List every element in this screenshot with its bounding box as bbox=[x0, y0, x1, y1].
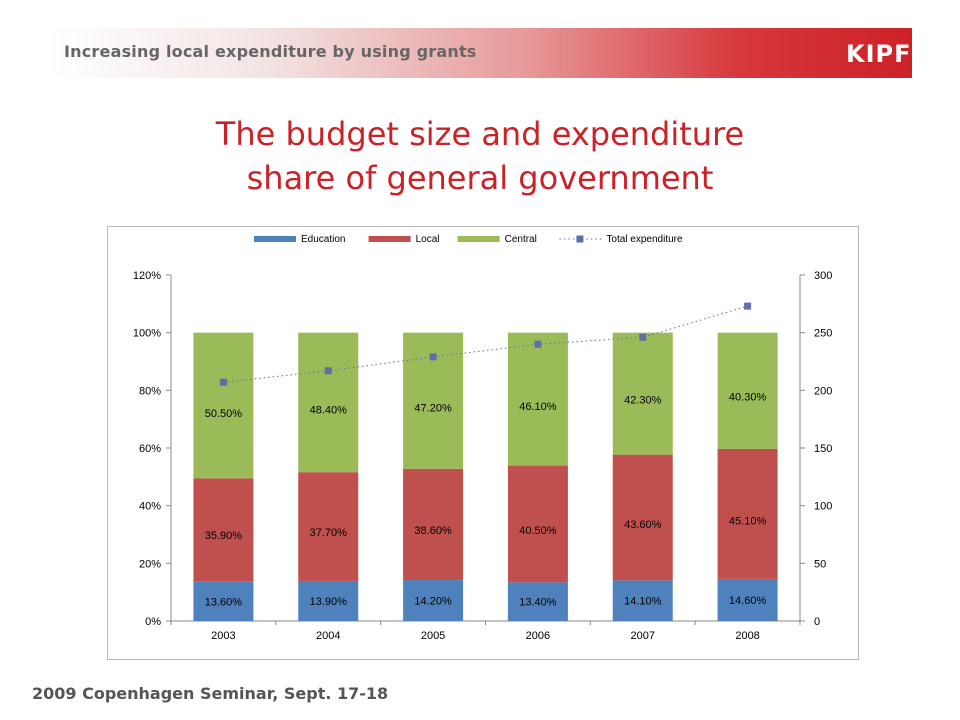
x-axis-tick-label: 2008 bbox=[735, 630, 759, 642]
footer-text: 2009 Copenhagen Seminar, Sept. 17-18 bbox=[32, 684, 389, 703]
data-label-central: 42.30% bbox=[624, 395, 662, 407]
data-label-education: 14.60% bbox=[729, 595, 767, 607]
data-label-education: 13.40% bbox=[519, 597, 557, 609]
x-axis-tick-label: 2006 bbox=[526, 630, 550, 642]
total-expenditure-point-2004 bbox=[324, 367, 332, 375]
x-axis-tick-label: 2007 bbox=[631, 630, 655, 642]
bar-education-2005 bbox=[403, 580, 464, 621]
slide-title: The budget size and expenditure share of… bbox=[80, 112, 880, 200]
bar-education-2004 bbox=[298, 580, 359, 621]
legend-label-local: Local bbox=[416, 234, 440, 245]
header-title: Increasing local expenditure by using gr… bbox=[64, 42, 477, 61]
left-axis-tick-label: 60% bbox=[139, 443, 161, 455]
bar-education-2006 bbox=[507, 582, 568, 621]
slide-title-line-1: The budget size and expenditure bbox=[215, 115, 745, 153]
chart-frame: 0% 20% 40% 60% 80% 100% 120% 0 50 100 150 200 250 300… bbox=[107, 226, 859, 660]
x-axis-tick-label: 2004 bbox=[316, 630, 340, 642]
bar-local-2003 bbox=[193, 478, 254, 582]
left-axis-tick-label: 80% bbox=[139, 385, 161, 397]
bar-central-2006 bbox=[507, 332, 568, 466]
bar-local-2007 bbox=[612, 454, 673, 581]
legend-marker-total-expenditure bbox=[576, 235, 584, 243]
data-label-central: 47.20% bbox=[414, 403, 452, 415]
bar-central-2007 bbox=[612, 332, 673, 455]
bar-local-2004 bbox=[298, 472, 359, 581]
expenditure-chart: 0% 20% 40% 60% 80% 100% 120% 0 50 100 150 200 250 300… bbox=[133, 234, 833, 642]
bar-local-2005 bbox=[403, 468, 464, 581]
data-label-education: 14.10% bbox=[624, 596, 662, 608]
data-label-education: 13.90% bbox=[310, 596, 348, 608]
legend-swatch-central bbox=[457, 236, 500, 242]
total-expenditure-point-2008 bbox=[744, 302, 752, 310]
legend-label-total-expenditure: Total expenditure bbox=[606, 234, 683, 245]
total-expenditure-point-2007 bbox=[639, 333, 647, 341]
total-expenditure-point-2003 bbox=[219, 378, 227, 386]
bar-central-2008 bbox=[717, 332, 778, 449]
left-axis-tick-label: 0% bbox=[145, 616, 161, 628]
bar-local-2008 bbox=[717, 448, 778, 579]
bar-education-2003 bbox=[193, 581, 254, 621]
data-label-education: 13.60% bbox=[205, 596, 243, 608]
data-label-central: 46.10% bbox=[519, 401, 557, 413]
total-expenditure-point-2006 bbox=[534, 340, 542, 348]
data-label-local: 35.90% bbox=[205, 530, 243, 542]
left-axis-tick-label: 20% bbox=[139, 558, 161, 570]
data-label-central: 48.40% bbox=[310, 404, 348, 416]
data-label-local: 37.70% bbox=[310, 527, 348, 539]
total-expenditure-point-2005 bbox=[429, 353, 437, 361]
right-axis-tick-label: 100 bbox=[814, 501, 832, 513]
right-axis-tick-label: 150 bbox=[814, 443, 832, 455]
bar-education-2008 bbox=[717, 578, 778, 621]
data-label-local: 40.50% bbox=[519, 525, 557, 537]
bar-local-2006 bbox=[507, 465, 568, 583]
left-axis-tick-label: 40% bbox=[139, 501, 161, 513]
data-label-local: 45.10% bbox=[729, 515, 767, 527]
legend-label-central: Central bbox=[505, 234, 537, 245]
right-axis-tick-label: 50 bbox=[814, 558, 826, 570]
x-axis-tick-label: 2003 bbox=[211, 630, 235, 642]
kipf-logo: KIPF bbox=[846, 40, 912, 68]
header-band bbox=[48, 28, 912, 78]
left-axis-tick-label: 120% bbox=[133, 270, 161, 282]
legend-label-education: Education bbox=[301, 234, 345, 245]
bar-education-2007 bbox=[612, 580, 673, 621]
bar-central-2004 bbox=[298, 332, 359, 473]
right-axis-tick-label: 250 bbox=[814, 328, 832, 340]
data-label-local: 38.60% bbox=[414, 525, 452, 537]
data-label-central: 40.30% bbox=[729, 392, 767, 404]
slide-title-line-2: share of general government bbox=[246, 159, 714, 197]
legend-swatch-education bbox=[254, 236, 296, 242]
x-axis-tick-label: 2005 bbox=[421, 630, 445, 642]
left-axis-tick-label: 100% bbox=[133, 328, 161, 340]
data-label-local: 43.60% bbox=[624, 519, 662, 531]
legend-swatch-local bbox=[368, 236, 411, 242]
data-label-central: 50.50% bbox=[205, 408, 243, 420]
right-axis-tick-label: 300 bbox=[814, 270, 832, 282]
bar-central-2003 bbox=[193, 332, 254, 479]
bar-central-2005 bbox=[403, 332, 464, 469]
right-axis-tick-label: 0 bbox=[814, 616, 820, 628]
right-axis-tick-label: 200 bbox=[814, 385, 832, 397]
data-label-education: 14.20% bbox=[414, 596, 452, 608]
